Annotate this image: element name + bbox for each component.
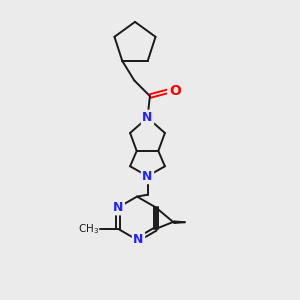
Text: O: O xyxy=(169,84,181,98)
Text: N: N xyxy=(133,233,144,246)
Text: N: N xyxy=(113,201,124,214)
Text: N: N xyxy=(142,111,153,124)
Text: N: N xyxy=(142,170,153,183)
Text: CH$_3$: CH$_3$ xyxy=(78,222,99,236)
